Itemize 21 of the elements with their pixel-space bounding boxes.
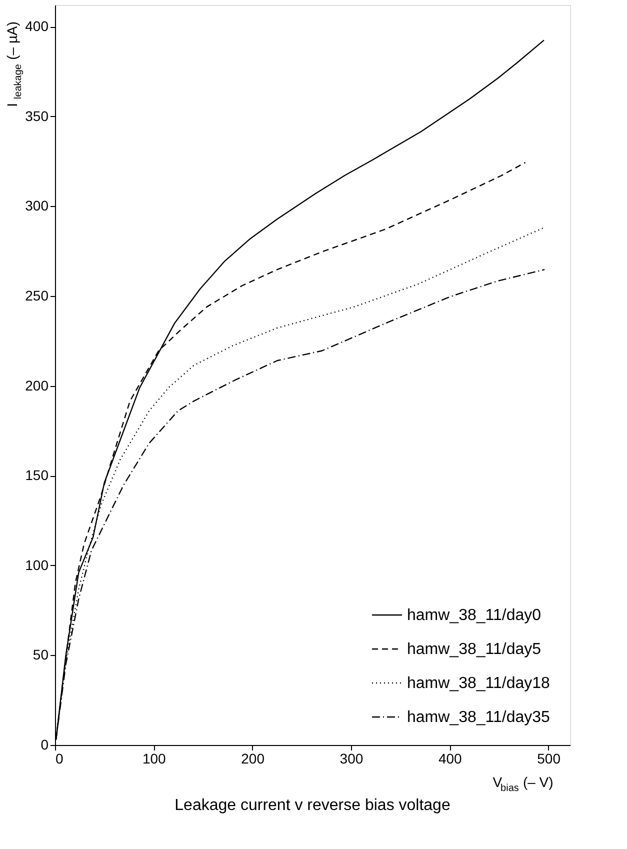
x-tick-label: 0 xyxy=(56,750,64,766)
y-tick-label: 350 xyxy=(25,108,49,124)
y-tick-label: 250 xyxy=(25,287,49,304)
x-tick-label: 100 xyxy=(142,750,166,766)
y-tick-label: 400 xyxy=(25,18,49,34)
x-tick-label: 200 xyxy=(241,750,265,766)
y-axis-title: Ileakage (– µA) xyxy=(4,21,24,107)
y-tick-label: 150 xyxy=(25,467,49,484)
text: Leakage current v reverse bias voltage xyxy=(174,797,450,814)
legend-label: hamw_38_11/day35 xyxy=(407,709,550,726)
y-tick-label: 100 xyxy=(25,556,49,573)
x-tick-label: 400 xyxy=(438,750,462,766)
legend-label: hamw_38_11/day5 xyxy=(407,641,542,658)
x-tick-label: 500 xyxy=(537,750,561,766)
x-tick-label: 300 xyxy=(340,750,364,766)
legend-label: hamw_38_11/day18 xyxy=(407,675,550,692)
y-tick-label: 200 xyxy=(25,377,49,394)
legend-label: hamw_38_11/day0 xyxy=(407,607,542,624)
y-tick-label: 50 xyxy=(32,646,49,663)
y-tick-label: 0 xyxy=(40,736,49,752)
y-tick-label: 300 xyxy=(25,198,49,214)
